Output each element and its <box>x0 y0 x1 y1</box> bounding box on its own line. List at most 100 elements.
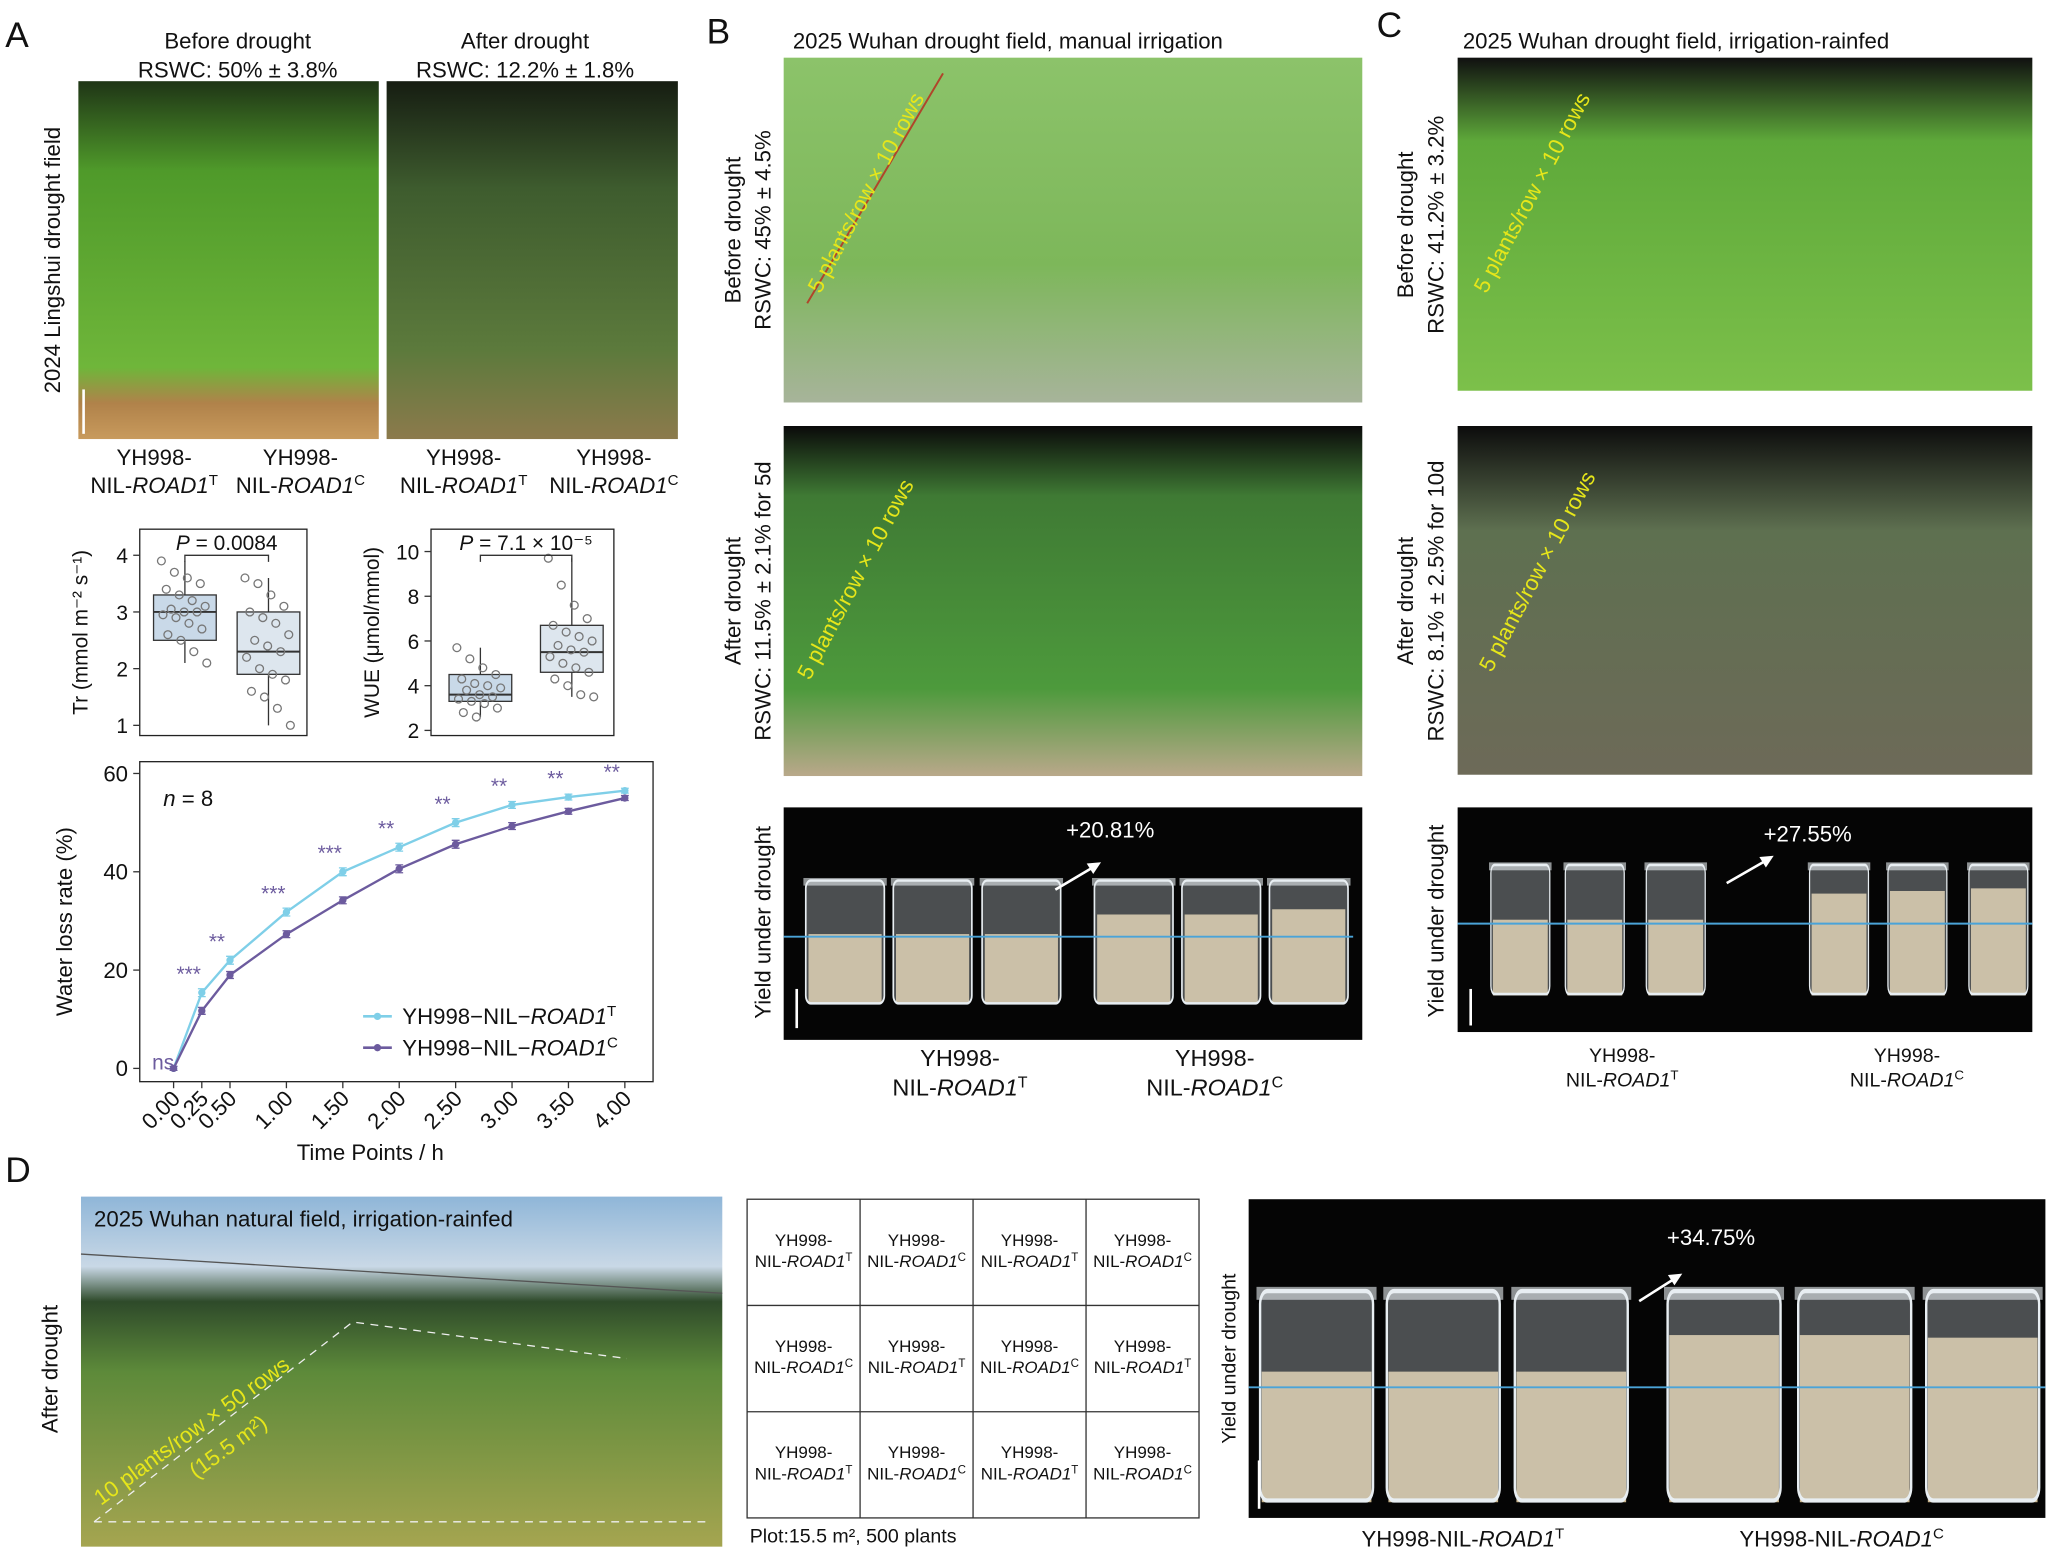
data-point <box>465 654 475 664</box>
genotype-label-part: YH998- <box>1001 1337 1059 1356</box>
y-axis-label: WUE (μmol/mmol) <box>361 547 384 718</box>
beaker <box>1563 862 1627 996</box>
beaker <box>1091 877 1176 1005</box>
data-point <box>563 681 573 691</box>
genotype-label-part: YH998- <box>775 1337 833 1356</box>
genotype-label: NIL-ROAD1C <box>1093 1464 1192 1483</box>
genotype-label-part: NIL- <box>1146 1074 1190 1100</box>
wire <box>80 1253 723 1294</box>
data-point <box>246 686 257 696</box>
sample-size-part: = 8 <box>176 786 214 811</box>
genotype-label-part: ROAD1 <box>1857 1527 1933 1552</box>
x-tick-label: 4.00 <box>588 1086 636 1134</box>
data-point <box>466 696 477 706</box>
side-label: RSWC: 45% ± 4.5% <box>751 130 776 330</box>
legend-label-part: ROAD1 <box>531 1004 607 1029</box>
side-label: Yield under drought <box>1423 825 1448 1018</box>
beaker <box>1886 862 1949 996</box>
genotype-label: YH998- <box>888 1443 946 1462</box>
genotype-label-part: ROAD1 <box>1191 1074 1272 1100</box>
data-point <box>259 692 270 702</box>
legend-label-part: T <box>607 1003 616 1020</box>
genotype-label-part: NIL- <box>1093 1252 1125 1271</box>
genotype-label-part: YH998- <box>920 1045 1000 1071</box>
beaker <box>1664 1287 1784 1501</box>
genotype-label-part: NIL- <box>868 1358 900 1377</box>
genotype-label-part: ROAD1 <box>900 1358 958 1377</box>
data-point <box>280 675 291 685</box>
genotype-label-part: NIL- <box>549 473 591 498</box>
genotype-label: YH998- <box>1589 1045 1655 1067</box>
genotype-label-part: YH998- <box>426 445 501 470</box>
data-point <box>589 692 599 702</box>
genotype-label: NIL-ROAD1T <box>981 1464 1079 1483</box>
side-label: After drought <box>37 1305 62 1433</box>
data-point <box>276 647 286 657</box>
box <box>152 594 217 641</box>
legend-swatch <box>373 1044 382 1052</box>
y-tick-label: 40 <box>103 860 128 885</box>
genotype-label-part: YH998- <box>888 1443 946 1462</box>
genotype-label: YH998- <box>775 1231 833 1250</box>
beaker <box>1644 862 1708 996</box>
data-point <box>250 635 260 645</box>
data-point <box>491 669 501 680</box>
series-line <box>172 789 625 1069</box>
x-tick-label: 1.50 <box>306 1086 354 1134</box>
x-tick-label: 3.50 <box>532 1086 580 1134</box>
genotype-label-part: ROAD1 <box>1013 1252 1071 1271</box>
beaker <box>1511 1287 1631 1501</box>
genotype-label-part: NIL- <box>1815 1527 1857 1552</box>
genotype-label-part: C <box>354 471 365 488</box>
side-label: Yield under drought <box>1219 1273 1241 1444</box>
y-tick-label: 0 <box>116 1056 128 1081</box>
significance-label: ** <box>378 817 394 840</box>
data-point <box>187 596 197 606</box>
genotype-label-part: YH998- <box>1114 1337 1172 1356</box>
data-point <box>169 567 179 577</box>
data-point <box>166 604 176 614</box>
data-point <box>508 822 516 830</box>
p-value-part: = 0.0084 <box>190 532 278 555</box>
beaker <box>1795 1287 1915 1501</box>
genotype-label: YH998- <box>1114 1231 1172 1250</box>
row-line <box>806 72 944 304</box>
genotype-label: YH998- <box>920 1045 1000 1071</box>
beaker <box>1967 862 2030 996</box>
data-point <box>584 667 594 677</box>
data-point <box>566 645 576 655</box>
beaker <box>890 877 975 1005</box>
genotype-label-part: T <box>1018 1074 1028 1091</box>
genotype-label-part: ROAD1 <box>1603 1070 1670 1092</box>
y-tick-label: 20 <box>103 958 128 983</box>
genotype-label-part: ROAD1 <box>899 1252 957 1271</box>
genotype-label-part: NIL- <box>755 1252 787 1271</box>
photo <box>1457 57 2033 391</box>
genotype-label-part: ROAD1 <box>1887 1070 1954 1092</box>
data-point <box>621 787 629 795</box>
photo-title: Before drought <box>164 29 311 54</box>
data-point <box>169 1064 178 1073</box>
genotype-label-part: YH998- <box>888 1231 946 1250</box>
genotype-label-part: ROAD1 <box>899 1464 957 1483</box>
data-point <box>195 579 205 589</box>
genotype-label-part: ROAD1 <box>937 1074 1018 1100</box>
genotype-label: NIL-ROAD1T <box>90 471 218 498</box>
significance-label: *** <box>318 842 342 865</box>
genotype-label-part: C <box>845 1358 853 1370</box>
plot-note: Plot:15.5 m², 500 plants <box>750 1526 957 1548</box>
genotype-label-part: C <box>1184 1464 1192 1476</box>
genotype-label-part: YH998- <box>888 1337 946 1356</box>
genotype-label-part: YH998- <box>1175 1045 1255 1071</box>
plot-frame <box>430 528 615 737</box>
data-point <box>267 669 278 679</box>
data-point <box>226 971 234 979</box>
data-point <box>470 678 480 689</box>
genotype-label-part: NIL- <box>867 1252 899 1271</box>
data-point <box>508 801 516 809</box>
data-point <box>451 818 460 827</box>
series-line <box>172 796 626 1069</box>
data-point <box>451 840 460 848</box>
genotype-label-part: NIL- <box>236 473 278 498</box>
data-point <box>245 607 255 617</box>
